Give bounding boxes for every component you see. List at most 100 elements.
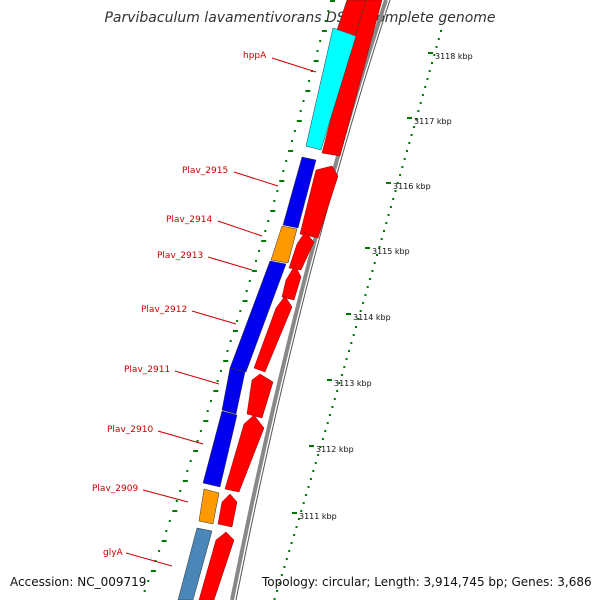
scale-dot bbox=[440, 30, 442, 32]
scale-label: 3118 kbp bbox=[435, 52, 473, 61]
scale-dot bbox=[396, 182, 399, 184]
gc-tick bbox=[270, 210, 276, 212]
gene-label: glyA bbox=[103, 548, 124, 558]
gc-tick bbox=[296, 120, 302, 122]
scale-label: 3111 kbp bbox=[299, 512, 337, 521]
scale-dot bbox=[283, 566, 286, 568]
scale-major-tick bbox=[407, 117, 412, 119]
scale-dot bbox=[336, 390, 339, 392]
gene-label: hppA bbox=[243, 51, 267, 61]
scale-dot bbox=[302, 502, 305, 504]
topology-text: Topology: circular; Length: 3,914,745 bp… bbox=[262, 575, 592, 589]
scale-dot bbox=[437, 38, 440, 40]
scale-dot bbox=[373, 262, 376, 264]
forward-cds bbox=[198, 531, 235, 600]
scale-label: 3113 kbp bbox=[334, 379, 372, 388]
scale-dot bbox=[285, 558, 288, 560]
gc-tick bbox=[305, 90, 311, 92]
scale-dot bbox=[371, 270, 374, 272]
scale-dot bbox=[426, 78, 429, 80]
scale-dot bbox=[366, 286, 369, 288]
scale-dot bbox=[293, 534, 296, 536]
scale-dot bbox=[401, 166, 404, 168]
gc-tick bbox=[223, 360, 229, 362]
gene-label: Plav_2912 bbox=[141, 305, 187, 315]
gc-tick bbox=[255, 260, 257, 262]
gc-tick bbox=[179, 490, 182, 492]
gc-tick bbox=[206, 410, 209, 412]
scale-dot bbox=[359, 310, 362, 312]
scale-dot bbox=[435, 46, 438, 48]
scale-label: 3117 kbp bbox=[414, 117, 452, 126]
scale-dot bbox=[326, 422, 329, 424]
scale-dot bbox=[419, 102, 422, 104]
gc-tick bbox=[313, 60, 319, 62]
scale-dot bbox=[309, 478, 312, 480]
scale-dot bbox=[385, 222, 388, 224]
scale-dot bbox=[300, 510, 303, 512]
scale-dot bbox=[406, 150, 408, 152]
cds-block bbox=[229, 260, 287, 373]
scale-major-tick bbox=[309, 445, 314, 447]
forward-cds-track bbox=[198, 0, 383, 600]
gc-tick bbox=[308, 80, 311, 82]
forward-cds bbox=[253, 295, 293, 373]
forward-cds bbox=[281, 264, 302, 301]
scale-dot bbox=[276, 590, 279, 592]
forward-cds bbox=[217, 493, 238, 528]
gc-tick bbox=[291, 140, 293, 142]
scale-labels: 3118 kbp 3117 kbp 3116 kbp 3115 kbp 3114… bbox=[299, 52, 473, 521]
scale-dot bbox=[324, 430, 327, 432]
scale-label: 3114 kbp bbox=[353, 313, 391, 322]
cds-block bbox=[177, 527, 213, 600]
scale-dot bbox=[364, 294, 367, 296]
cds-block bbox=[198, 488, 220, 525]
gc-tick bbox=[182, 480, 188, 482]
forward-cds bbox=[246, 373, 274, 419]
cds-block bbox=[270, 225, 298, 264]
gc-tick bbox=[258, 250, 261, 252]
gc-tick bbox=[168, 520, 171, 522]
scale-dot bbox=[273, 598, 276, 600]
gc-tick bbox=[186, 470, 189, 472]
scale-dot bbox=[295, 526, 298, 528]
gc-tick bbox=[248, 280, 251, 282]
scale-dot bbox=[433, 54, 436, 56]
gc-tick bbox=[327, 10, 330, 12]
gc-tick bbox=[175, 500, 178, 502]
gc-tick bbox=[316, 50, 319, 52]
gene-label: Plav_2913 bbox=[157, 251, 203, 261]
scale-dot bbox=[321, 438, 324, 440]
scale-dot bbox=[314, 462, 317, 464]
scale-dot bbox=[290, 542, 293, 544]
backbone-shadow bbox=[235, 0, 391, 600]
gene-label: Plav_2911 bbox=[124, 365, 170, 375]
gc-tick bbox=[219, 370, 222, 372]
scale-major-tick bbox=[365, 247, 370, 249]
scale-dot bbox=[428, 70, 431, 72]
scale-dot bbox=[355, 326, 357, 328]
gc-tick bbox=[330, 0, 335, 2]
scale-dot bbox=[288, 550, 291, 552]
forward-cds bbox=[299, 165, 339, 239]
scale-dot bbox=[431, 62, 433, 64]
reverse-cds-track bbox=[177, 0, 367, 600]
scale-major-tick bbox=[346, 313, 351, 315]
gene-label-leaders bbox=[125, 57, 317, 567]
gc-tick bbox=[203, 420, 209, 422]
scale-dot bbox=[378, 246, 381, 248]
gc-tick bbox=[236, 320, 239, 322]
scale-dot bbox=[392, 198, 395, 200]
scale-dot bbox=[297, 518, 300, 520]
gene-labels: hppA Plav_2915 Plav_2914 Plav_2913 Plav_… bbox=[92, 51, 267, 558]
scale-dot bbox=[389, 206, 392, 208]
scale-label: 3116 kbp bbox=[393, 182, 431, 191]
gene-label: Plav_2910 bbox=[107, 425, 153, 435]
scale-dot bbox=[278, 582, 281, 584]
backbone-line bbox=[230, 0, 388, 600]
scale-dot bbox=[350, 342, 353, 344]
scale-dot bbox=[362, 302, 365, 304]
gc-tick bbox=[261, 240, 267, 242]
gc-tick bbox=[196, 440, 199, 442]
scale-dot bbox=[399, 174, 402, 176]
